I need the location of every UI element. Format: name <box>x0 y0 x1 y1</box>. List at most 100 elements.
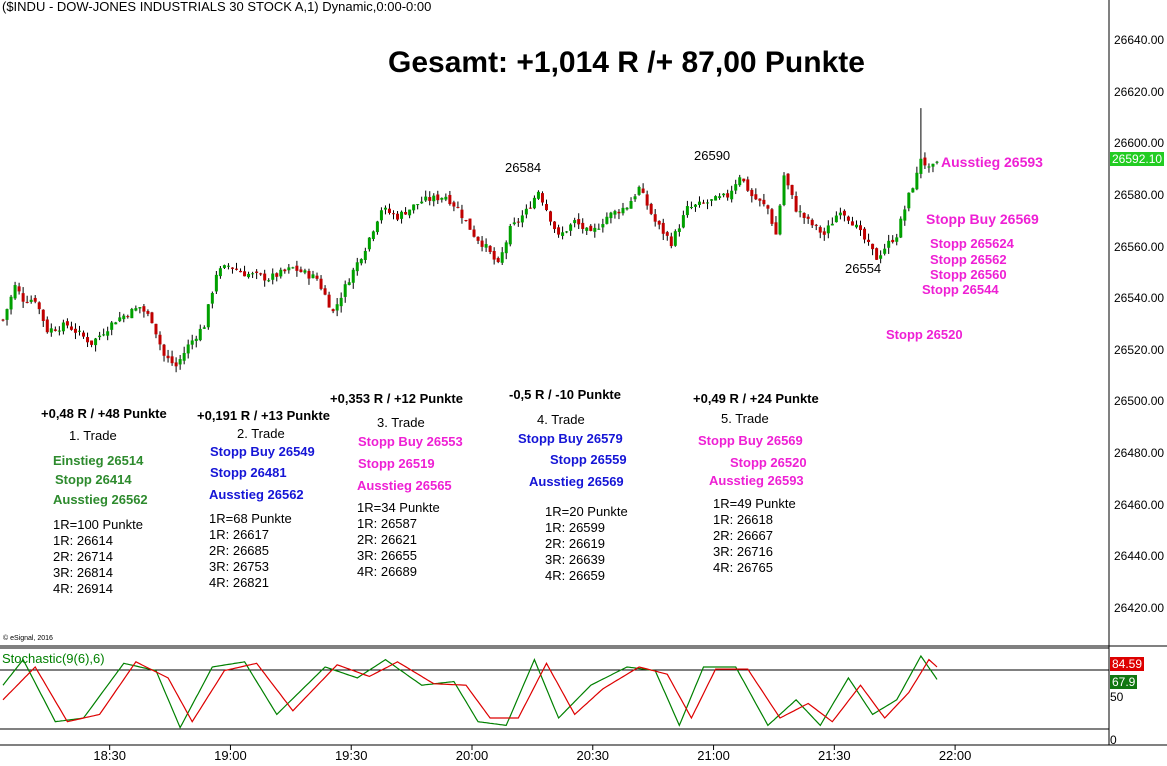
candle <box>122 313 126 323</box>
candle <box>448 190 452 206</box>
candle <box>106 326 110 341</box>
candle <box>782 172 786 207</box>
candle <box>367 237 371 252</box>
candle-body <box>476 236 480 241</box>
candle-body <box>114 322 118 325</box>
candle <box>29 295 33 304</box>
candle-body <box>279 269 283 277</box>
candle <box>887 234 891 254</box>
candle-body <box>689 207 693 209</box>
candle-body <box>226 265 230 267</box>
stoch-d-badge: 67.9 <box>1110 675 1138 689</box>
price-tick-label: 26540.00 <box>1114 291 1165 306</box>
candle-body <box>609 212 613 219</box>
candle <box>569 223 573 236</box>
trade-1-order-1: Einstieg 26514 <box>53 453 144 468</box>
candle-body <box>830 223 834 226</box>
candle-body <box>118 317 122 322</box>
candle <box>790 184 794 199</box>
candle <box>536 190 540 200</box>
candle <box>685 200 689 218</box>
candle <box>267 278 271 283</box>
candle <box>883 243 887 256</box>
candle <box>826 220 830 239</box>
candle-body <box>669 236 673 247</box>
candle-body <box>339 297 343 307</box>
candle <box>500 247 504 265</box>
trade-4-target-1: 1R: 26599 <box>545 520 605 535</box>
candle <box>605 212 609 225</box>
candle <box>375 220 379 235</box>
trade-1-name: 1. Trade <box>69 428 117 443</box>
candle <box>319 275 323 291</box>
candle <box>251 271 255 279</box>
candle <box>810 218 814 229</box>
candle-body <box>182 353 186 361</box>
candle-body <box>782 175 786 205</box>
candle-body <box>347 282 351 285</box>
candle-body <box>625 207 629 210</box>
candle <box>275 272 279 282</box>
price-tick-label: 26460.00 <box>1114 497 1165 512</box>
candle <box>77 325 81 336</box>
candle <box>734 179 738 195</box>
candle-body <box>428 197 432 201</box>
trade-5-order-1: Stopp Buy 26569 <box>698 433 803 448</box>
candle-body <box>750 189 754 197</box>
trade-1-target-4: 4R: 26914 <box>53 581 113 596</box>
candle <box>834 211 838 223</box>
candle <box>625 207 629 211</box>
time-tick-label: 18:30 <box>93 748 126 763</box>
candle <box>182 346 186 365</box>
candle <box>428 191 432 206</box>
candle <box>363 247 367 264</box>
candle <box>589 224 593 232</box>
candle-body <box>879 255 883 259</box>
candle <box>412 204 416 214</box>
candle-body <box>850 221 854 226</box>
key-label-26584: 26584 <box>505 160 542 175</box>
candle-body <box>915 172 919 190</box>
candle-body <box>299 269 303 273</box>
candle-body <box>871 243 875 250</box>
candle <box>693 204 697 212</box>
candle-body <box>98 335 102 338</box>
trade-4-result: -0,5 R / -10 Punkte <box>509 387 621 402</box>
trade-2-order-2: Stopp 26481 <box>210 465 287 480</box>
candle <box>492 247 496 265</box>
candle-body <box>456 206 460 208</box>
candle-body <box>657 220 661 225</box>
candle <box>637 185 641 196</box>
candle-body <box>919 158 923 174</box>
candle <box>714 195 718 201</box>
candle <box>673 229 677 247</box>
candle-body <box>283 269 287 272</box>
candle <box>383 205 387 215</box>
trade-1-target-0: 1R=100 Punkte <box>53 517 143 532</box>
candle <box>726 189 730 201</box>
candle-body <box>770 209 774 224</box>
candle-body <box>500 252 504 263</box>
candle <box>480 236 484 252</box>
candle-body <box>69 326 73 330</box>
candle-body <box>927 166 931 168</box>
candle <box>456 201 460 209</box>
trade-5-target-0: 1R=49 Punkte <box>713 496 796 511</box>
candle-body <box>714 196 718 201</box>
candle-body <box>235 268 238 270</box>
right-stopp-buy: Stopp Buy 26569 <box>926 211 1039 227</box>
candle-body <box>718 196 722 198</box>
candle <box>307 268 311 285</box>
candle <box>931 163 935 173</box>
trade-1-target-1: 1R: 26614 <box>53 533 113 548</box>
candle-body <box>82 332 86 337</box>
candle <box>69 321 73 331</box>
candle <box>871 243 875 256</box>
candle-body <box>371 231 375 240</box>
candle <box>549 210 553 226</box>
candle-body <box>593 227 597 232</box>
candle <box>657 220 661 230</box>
candle-body <box>126 316 130 318</box>
candle <box>730 185 734 203</box>
candle <box>1 318 5 322</box>
